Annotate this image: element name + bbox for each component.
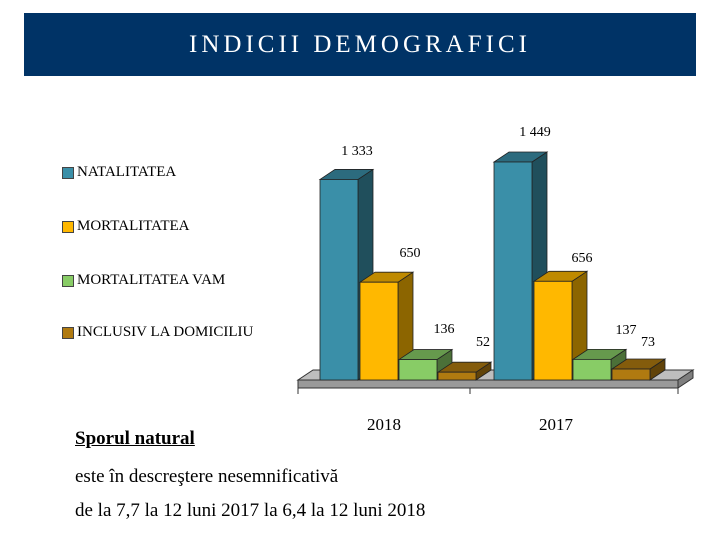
data-label-2017-2: 656 <box>572 251 593 266</box>
data-label-2018-4: 52 <box>476 335 490 350</box>
legend-label: MORTALITATEA <box>77 218 190 234</box>
bar-2017-2 <box>533 280 573 381</box>
bar-2017-3 <box>572 358 612 381</box>
legend-item: INCLUSIV LA DOMICILIU <box>62 324 253 341</box>
data-label-2018-1: 1 333 <box>341 144 373 159</box>
data-label-2018-2: 650 <box>400 246 421 261</box>
bar-2018-1 <box>319 179 359 381</box>
bar-2018-2 <box>359 281 399 381</box>
legend-swatch <box>62 166 74 179</box>
page-title: INDICII DEMOGRAFICI <box>189 30 531 58</box>
legend-swatch <box>62 326 74 339</box>
legend-item: MORTALITATEA <box>62 218 190 235</box>
legend-label: MORTALITATEA VAM <box>77 272 226 288</box>
bar-2017-1 <box>493 161 533 381</box>
footer-line-2: de la 7,7 la 12 luni 2017 la 6,4 la 12 l… <box>75 500 426 521</box>
data-label-2017-3: 137 <box>616 323 637 338</box>
footer-heading: Sporul natural <box>75 428 195 449</box>
data-label-2017-1: 1 449 <box>519 125 551 140</box>
bar-2018-3 <box>398 359 438 381</box>
data-label-2018-3: 136 <box>434 322 455 337</box>
chart-floor-side <box>677 369 694 389</box>
legend-label: INCLUSIV LA DOMICILIU <box>77 324 254 340</box>
chart-floor-front <box>297 379 679 389</box>
category-label-2018: 2018 <box>367 415 401 434</box>
legend-item: NATALITATEA <box>62 164 176 181</box>
legend-item: MORTALITATEA VAM <box>62 272 225 289</box>
legend-label: NATALITATEA <box>77 164 177 180</box>
title-bar: INDICII DEMOGRAFICI <box>24 13 696 76</box>
legend-swatch <box>62 274 74 287</box>
footer-line-1: este în descreştere nesemnificativă <box>75 466 339 487</box>
bar-2018-4 <box>437 371 477 381</box>
legend-swatch <box>62 220 74 233</box>
bar-2017-4 <box>611 368 651 381</box>
data-label-2017-4: 73 <box>641 335 655 350</box>
category-label-2017: 2017 <box>539 415 574 434</box>
